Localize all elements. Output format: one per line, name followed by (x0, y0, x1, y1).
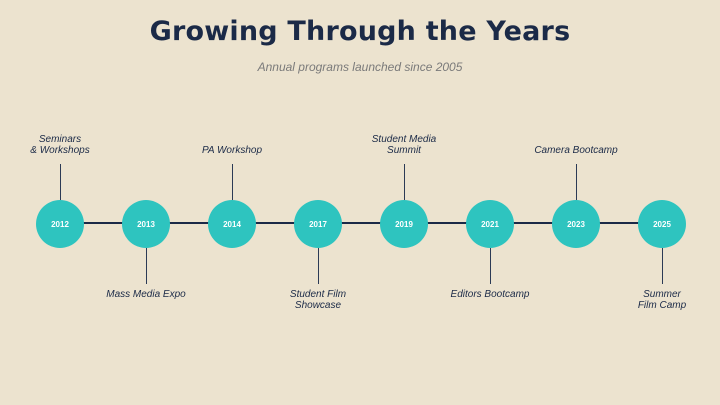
milestone-connector (575, 164, 577, 200)
milestone-label-line: & Workshops (30, 145, 90, 156)
milestone-label-line: Seminars (38, 134, 82, 145)
milestone-label-line: Showcase (294, 300, 342, 311)
milestone-label-2017: Student Film Showcase (253, 289, 383, 311)
milestone-label-2025: Summer Film Camp (597, 289, 720, 311)
milestone-node-2019: 2019 (380, 200, 428, 248)
milestone-connector (661, 248, 663, 284)
milestone-label-line: Camera Bootcamp (534, 145, 618, 156)
milestone-label-line: Student Film (289, 289, 347, 300)
milestone-label-line: Summit (387, 145, 421, 156)
milestone-label-2019: Student Media Summit (339, 134, 469, 156)
milestone-connector (59, 164, 61, 200)
milestone-label-2013: Mass Media Expo (81, 289, 211, 300)
milestone-label-line: Film Camp (637, 300, 687, 311)
milestone-node-2025: 2025 (638, 200, 686, 248)
page-subtitle: Annual programs launched since 2005 (257, 60, 463, 74)
milestone-label-line: Mass Media Expo (106, 289, 186, 300)
milestone-label-line: PA Workshop (201, 145, 263, 156)
milestone-node-2012: 2012 (36, 200, 84, 248)
milestone-node-2023: 2023 (552, 200, 600, 248)
page-title: Growing Through the Years (149, 16, 571, 47)
milestone-label-2021: Editors Bootcamp (425, 289, 555, 300)
timeline-line (60, 222, 660, 224)
milestone-node-2017: 2017 (294, 200, 342, 248)
milestone-connector (317, 248, 319, 284)
milestone-node-2013: 2013 (122, 200, 170, 248)
milestone-label-2023: Camera Bootcamp (511, 145, 641, 156)
milestone-label-line: Editors Bootcamp (450, 289, 530, 300)
milestone-label-line: Student Media (371, 134, 437, 145)
milestone-label-2014: PA Workshop (167, 145, 297, 156)
milestone-connector (403, 164, 405, 200)
milestone-label-line: Summer (643, 289, 681, 300)
milestone-node-2021: 2021 (466, 200, 514, 248)
milestone-connector (145, 248, 147, 284)
milestone-label-2012: Seminars & Workshops (0, 134, 125, 156)
milestone-node-2014: 2014 (208, 200, 256, 248)
milestone-connector (231, 164, 233, 200)
milestone-connector (489, 248, 491, 284)
